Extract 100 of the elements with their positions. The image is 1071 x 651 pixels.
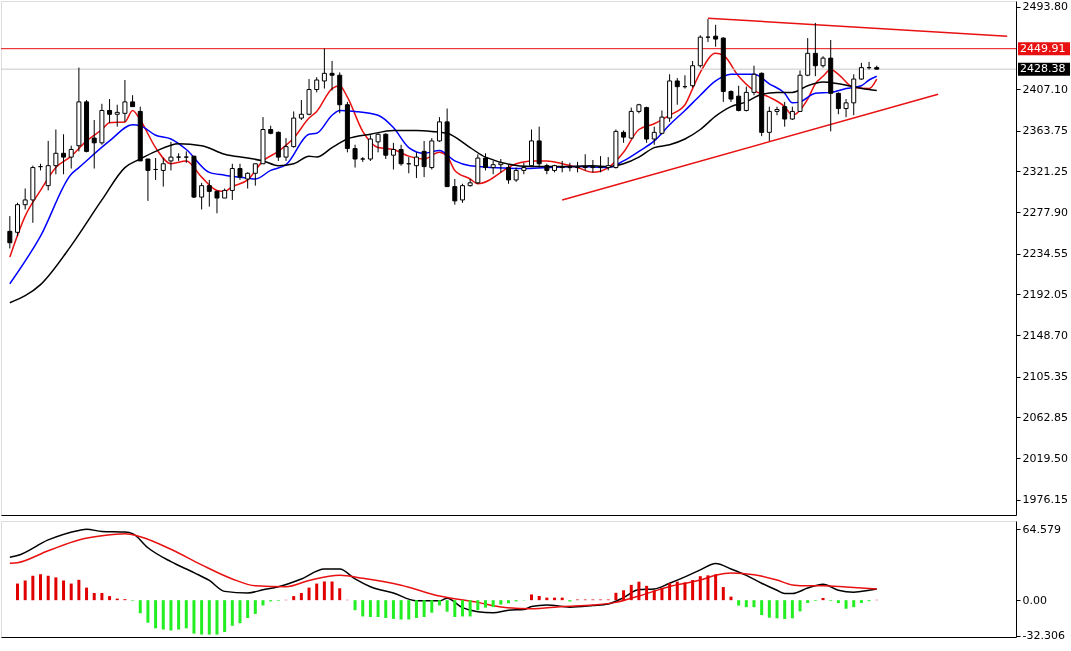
candlestick [229,163,235,201]
bar [261,600,265,606]
candlestick [690,60,696,89]
bar [491,600,495,608]
bar [775,600,779,619]
bar [31,575,35,601]
bar [368,600,372,617]
candlestick [168,141,174,171]
bar [414,600,418,618]
y-tick-label: 64.579 [1022,522,1061,536]
bar [445,600,449,612]
bar [292,596,296,601]
bar [384,600,388,618]
candlestick [459,183,465,204]
bar [207,600,211,635]
candlestick [674,77,680,106]
bar [215,600,219,635]
bar [85,587,89,601]
candlestick [160,157,166,188]
candlestick [383,132,389,160]
bar [154,600,158,629]
y-tick-label: 2493.80 [1022,0,1068,14]
y-tick-label: 2321.25 [1022,164,1068,178]
y-tick-label: -32.306 [1022,629,1065,643]
candlestick [452,178,458,206]
bar [752,600,756,608]
candlestick [298,99,304,121]
candlestick [774,106,780,116]
bar [507,600,510,604]
bar [253,600,257,614]
bar [652,590,656,601]
candlestick [352,144,358,169]
y-tick-label: 2148.70 [1022,328,1068,342]
bar [714,574,718,601]
bar [361,600,365,617]
bar [460,600,464,617]
bar [836,600,840,604]
bar [468,600,472,617]
candlestick [283,137,289,162]
bar [668,583,672,601]
bar [476,600,480,611]
candlestick [145,158,151,202]
y-tick-label: 2407.10 [1022,82,1068,96]
bar [315,583,319,601]
y-tick-label: 2363.75 [1022,124,1068,138]
candlestick [53,129,59,175]
bar [530,594,534,601]
bar [437,600,441,606]
candlestick [214,189,220,214]
ref-line-label: 2428.38 [1020,62,1066,76]
candlestick [843,98,849,118]
candlestick [467,178,473,188]
candlestick [61,133,67,175]
bar [192,600,196,634]
y-tick-label: 2105.35 [1022,370,1068,384]
bar [430,600,434,613]
bar [92,593,96,601]
candlestick [329,60,335,91]
bar [338,588,342,601]
bar [39,574,43,601]
bar [852,600,856,608]
y-tick-label: 2277.90 [1022,205,1068,219]
candlestick [45,140,51,191]
bar [798,600,802,612]
candlestick [68,145,74,170]
bar [859,600,863,604]
ref-line-label: 2449.91 [1020,41,1066,55]
bar [721,587,725,601]
bar [146,600,150,623]
bar [622,590,626,601]
bar [238,600,242,624]
candlestick [436,116,442,143]
candlestick [7,215,13,249]
bar [637,581,641,601]
bar [230,600,234,626]
bar [767,600,771,618]
candlestick [713,24,719,48]
bar [69,583,73,601]
y-tick-label: 2234.55 [1022,247,1068,261]
bar [691,580,695,601]
bar [675,581,679,601]
bar [483,600,487,608]
candlestick [651,126,657,146]
candlestick [122,79,128,123]
bar [537,595,541,601]
candlestick [321,48,327,90]
bar [407,600,411,620]
bar [177,600,181,630]
candlestick [736,85,742,112]
bar [645,585,649,601]
bar [614,592,618,601]
candlestick [398,144,404,167]
bar [806,600,810,604]
candlestick [183,150,189,164]
candlestick [206,179,212,208]
bar [399,600,403,620]
line-series [9,52,878,258]
candlestick [390,142,396,170]
bar [46,575,50,601]
y-tick-label: 0.00 [1022,593,1047,607]
